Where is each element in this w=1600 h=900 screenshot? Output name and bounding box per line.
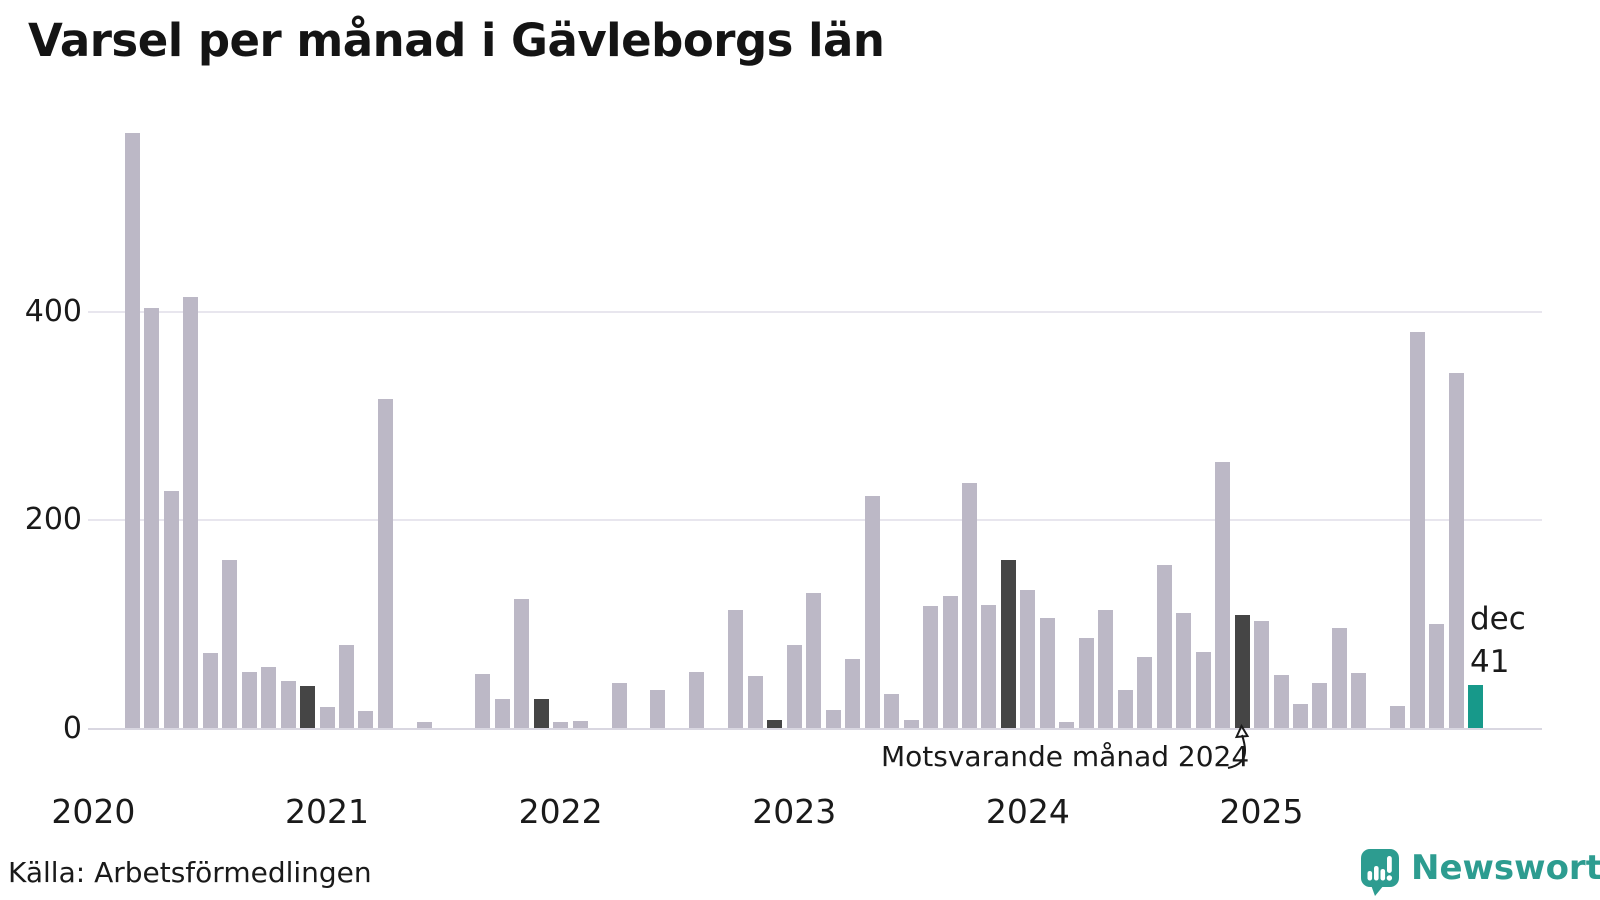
bar-2021-11 [514, 598, 530, 728]
x-axis-year-label-2023: 2023 [752, 792, 837, 831]
bar-2022-10 [728, 610, 744, 728]
bar-2021-12-dark [533, 698, 549, 728]
bar-2024-10 [1195, 651, 1211, 728]
bar-2025-11 [1448, 373, 1464, 728]
bar-2023-12-dark [1000, 560, 1016, 728]
bar-2022-06 [650, 690, 666, 728]
highlight-value-label: dec 41 [1470, 598, 1526, 684]
bar-2023-01 [786, 644, 802, 728]
bar-2020-07 [202, 652, 218, 728]
bar-2025-04 [1312, 683, 1328, 728]
bar-2020-04 [144, 307, 160, 728]
bar-2021-06 [416, 721, 432, 728]
source-caption: Källa: Arbetsförmedlingen [8, 856, 372, 889]
bar-2025-09 [1409, 331, 1425, 728]
gridline-y200 [88, 519, 1542, 522]
bar-2023-02 [806, 593, 822, 728]
bar-2022-08 [689, 671, 705, 728]
chart-title: Varsel per månad i Gävleborgs län [28, 14, 885, 67]
bar-2024-11 [1215, 461, 1231, 728]
annotation-label: Motsvarande månad 2024 [881, 740, 1250, 773]
y-tick-label-400: 400 [24, 293, 82, 329]
bar-2020-06 [183, 297, 199, 728]
bar-2023-09 [942, 595, 958, 728]
bar-2023-11 [981, 604, 997, 728]
x-axis-year-label-2021: 2021 [285, 792, 369, 831]
bar-2024-09 [1176, 613, 1192, 728]
bar-2022-01 [553, 721, 569, 728]
highlight-month: dec [1470, 601, 1526, 637]
bar-2021-09 [475, 673, 491, 728]
bar-2024-07 [1137, 657, 1153, 728]
bar-2023-08 [923, 605, 939, 728]
bar-2021-03 [358, 711, 374, 728]
bar-2024-04 [1078, 638, 1094, 728]
bar-2025-03 [1293, 704, 1308, 728]
x-axis-year-label-2024: 2024 [985, 792, 1070, 831]
x-axis-baseline [88, 728, 1542, 730]
bar-2023-06 [884, 693, 900, 728]
bar-2024-08 [1156, 565, 1172, 728]
bar-2025-02 [1273, 674, 1289, 728]
bar-2023-07 [903, 719, 919, 728]
bar-2025-05 [1331, 627, 1347, 728]
bar-2023-10 [962, 482, 977, 728]
bar-2021-04 [377, 399, 393, 728]
bar-2022-11 [747, 675, 763, 728]
bar-2024-01 [1020, 590, 1036, 728]
x-axis-year-label-2022: 2022 [518, 792, 603, 831]
bar-2025-01 [1254, 620, 1270, 728]
bar-2020-12-dark [300, 686, 316, 728]
bar-2021-10 [494, 698, 510, 728]
bar-2021-02 [338, 644, 354, 728]
x-axis-year-label-2020: 2020 [51, 792, 136, 831]
bar-2020-09 [241, 671, 257, 728]
bar-2025-12-highlight [1468, 685, 1484, 728]
gridline-y400 [88, 310, 1542, 313]
bar-2024-06 [1117, 690, 1133, 728]
newsworthy-brand: Newsworthy [1360, 846, 1600, 898]
bar-2020-05 [163, 491, 179, 728]
bar-2020-08 [222, 560, 238, 728]
bar-2025-08 [1390, 706, 1406, 728]
bar-2022-04 [611, 683, 627, 728]
bar-2020-03 [124, 133, 140, 728]
bar-2025-06 [1351, 672, 1367, 728]
bar-2024-03 [1059, 721, 1075, 728]
x-axis-year-label-2025: 2025 [1219, 792, 1304, 831]
bar-2020-11 [280, 681, 296, 728]
highlight-value: 41 [1470, 643, 1510, 680]
bar-2023-04 [845, 659, 861, 728]
bar-2022-02 [572, 720, 588, 728]
annotation-arrow-icon [1227, 723, 1250, 769]
bar-2021-01 [319, 707, 335, 728]
y-tick-label-200: 200 [24, 502, 82, 538]
bar-2024-05 [1098, 610, 1114, 728]
bar-2023-03 [825, 710, 841, 728]
bar-2020-10 [261, 667, 277, 728]
y-tick-label-0: 0 [62, 711, 82, 746]
bar-2025-10 [1429, 623, 1445, 728]
bar-2023-05 [864, 496, 880, 728]
newsworthy-logo-icon [1361, 849, 1399, 896]
bar-2022-12-dark [767, 719, 783, 728]
bar-2024-12-dark [1234, 615, 1250, 728]
newsworthy-brand-name: Newsworthy [1411, 848, 1600, 888]
bar-2024-02 [1039, 618, 1055, 728]
